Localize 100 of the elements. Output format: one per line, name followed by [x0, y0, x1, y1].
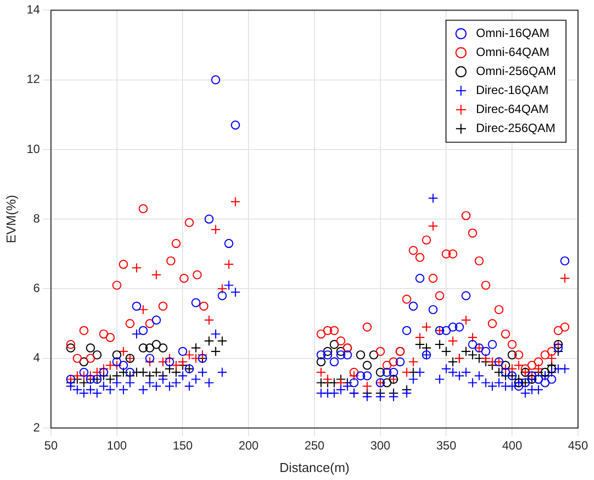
point	[376, 346, 385, 356]
point	[500, 368, 510, 377]
point	[468, 378, 478, 388]
point	[323, 346, 332, 356]
point	[507, 364, 518, 374]
point	[210, 346, 221, 356]
point	[520, 388, 530, 398]
point	[402, 367, 412, 378]
point	[112, 370, 122, 381]
point	[547, 364, 556, 374]
point	[362, 322, 372, 332]
point	[500, 329, 510, 339]
point	[184, 218, 194, 228]
point	[442, 326, 451, 336]
point	[72, 370, 82, 381]
point	[428, 221, 438, 232]
point	[349, 368, 359, 377]
y-tick-label: 4	[33, 350, 40, 365]
point	[520, 364, 530, 374]
point	[533, 364, 544, 374]
point	[546, 367, 557, 378]
point	[554, 326, 563, 336]
point	[342, 350, 352, 360]
point	[414, 367, 425, 378]
point	[546, 353, 557, 364]
point	[323, 350, 332, 360]
point	[72, 354, 82, 363]
point	[138, 204, 148, 214]
point	[86, 343, 96, 352]
point	[356, 371, 366, 380]
point	[316, 329, 326, 339]
point	[468, 340, 478, 349]
point	[178, 356, 188, 367]
point	[322, 374, 333, 384]
point	[118, 346, 128, 356]
point	[178, 370, 188, 381]
point	[191, 298, 200, 308]
point	[330, 326, 339, 336]
point	[534, 357, 544, 366]
point	[460, 315, 472, 326]
point	[414, 332, 425, 343]
point	[106, 332, 115, 342]
point	[435, 291, 444, 300]
point	[158, 356, 168, 367]
point	[533, 384, 544, 395]
point	[224, 259, 234, 270]
point	[500, 360, 510, 370]
point	[474, 256, 484, 266]
point	[217, 284, 228, 294]
point	[66, 340, 76, 349]
point	[197, 367, 208, 378]
point	[375, 392, 386, 402]
point	[79, 326, 88, 336]
point	[217, 336, 228, 346]
point	[66, 343, 76, 352]
point	[184, 381, 194, 392]
point	[217, 367, 228, 378]
point	[112, 280, 122, 290]
point	[158, 302, 168, 311]
point	[112, 350, 122, 360]
point	[415, 274, 424, 283]
point	[118, 260, 128, 269]
point	[421, 322, 432, 332]
legend-label: Omni-64QAM	[476, 45, 550, 60]
point	[178, 346, 188, 356]
point	[348, 370, 360, 381]
point	[164, 353, 175, 364]
point	[560, 256, 570, 266]
point	[396, 357, 405, 366]
point	[197, 350, 208, 360]
point	[434, 374, 445, 384]
point	[211, 75, 220, 84]
point	[323, 326, 332, 336]
point	[468, 228, 478, 238]
point	[507, 381, 518, 392]
point	[210, 328, 221, 340]
point	[99, 368, 108, 377]
point	[362, 392, 372, 402]
point	[145, 319, 154, 328]
point	[329, 388, 340, 398]
point	[514, 360, 524, 370]
x-tick-label: 50	[44, 438, 58, 453]
point	[144, 356, 155, 367]
point	[330, 357, 339, 366]
point	[402, 326, 412, 336]
point	[448, 336, 458, 346]
point	[547, 374, 556, 384]
point	[99, 329, 108, 339]
point	[98, 364, 109, 374]
point	[402, 388, 412, 398]
point	[402, 294, 412, 304]
point	[171, 378, 182, 388]
point	[179, 274, 189, 283]
point	[474, 370, 484, 381]
x-tick-label: 400	[502, 438, 522, 453]
point	[316, 367, 326, 378]
point	[547, 346, 556, 356]
point	[408, 302, 418, 311]
legend-label: Direc-16QAM	[476, 83, 549, 98]
x-tick-label: 300	[370, 438, 391, 453]
